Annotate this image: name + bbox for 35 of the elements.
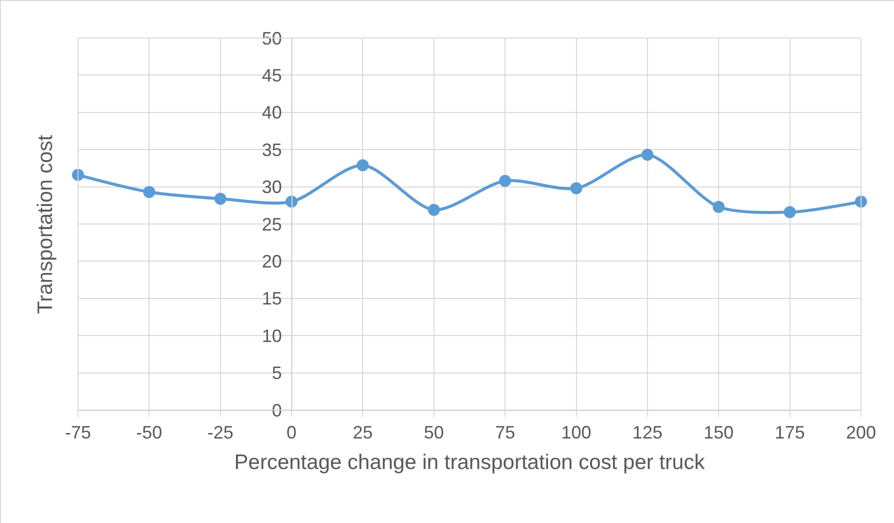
- y-tick-label: 15: [262, 288, 282, 309]
- x-tick-label: 25: [352, 422, 373, 443]
- point: [428, 204, 440, 216]
- point: [286, 196, 298, 208]
- point: [499, 174, 512, 187]
- y-tick-label: 25: [262, 214, 282, 234]
- y-tick-label: 10: [262, 326, 282, 346]
- point: [855, 196, 867, 208]
- y-tick-label: 20: [262, 252, 282, 272]
- x-tick-label: 0: [286, 422, 297, 443]
- y-tick-label: 5: [272, 363, 282, 384]
- x-tick-label: 125: [632, 422, 662, 443]
- point: [570, 182, 582, 194]
- point: [143, 186, 156, 198]
- point: [784, 206, 796, 218]
- x-tick-label: -25: [207, 422, 234, 443]
- x-tick-label: -50: [136, 422, 162, 443]
- y-axis-title: Transportation cost: [34, 134, 57, 314]
- x-tick-label: 100: [561, 422, 592, 443]
- point: [356, 159, 369, 172]
- x-tick-label: 50: [424, 422, 444, 443]
- x-tick-label: -75: [64, 422, 92, 443]
- point: [214, 192, 226, 205]
- y-tick-label: 35: [262, 140, 282, 160]
- y-tick-label: 45: [262, 66, 282, 86]
- x-tick-label: 200: [846, 422, 876, 443]
- x-axis-title: Percentage change in transportation cost per truck: [234, 450, 706, 474]
- point: [72, 168, 84, 181]
- y-tick-label: 30: [262, 177, 282, 198]
- point: [641, 148, 654, 161]
- x-tick-label: 75: [495, 422, 516, 443]
- y-tick-label: 40: [262, 102, 282, 123]
- x-tick-label: 150: [704, 422, 734, 443]
- x-tick-label: 175: [774, 422, 805, 443]
- point: [712, 200, 725, 213]
